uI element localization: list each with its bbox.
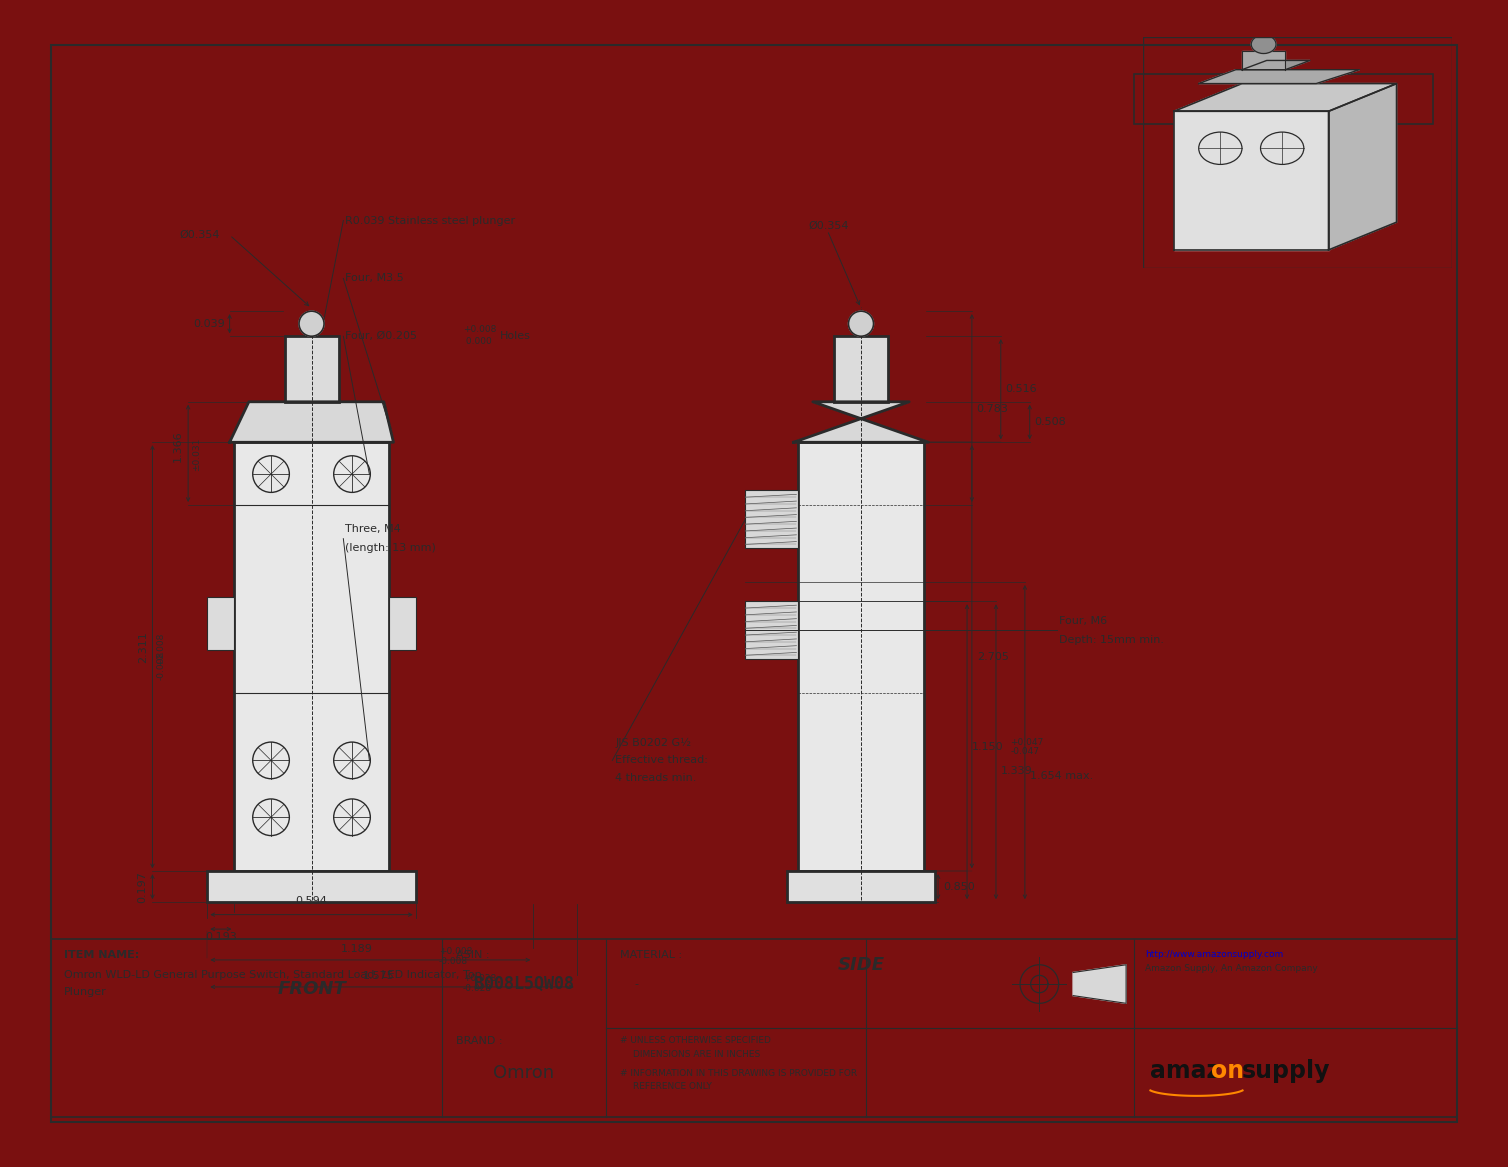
Text: REFERENCE ONLY: REFERENCE ONLY (632, 1082, 712, 1091)
Text: 1.150: 1.150 (971, 742, 1003, 752)
Text: Four, M6: Four, M6 (1059, 616, 1107, 626)
Bar (208, 872, 416, 902)
Polygon shape (1199, 70, 1360, 84)
Text: Depth: 15mm min.: Depth: 15mm min. (1059, 635, 1164, 645)
Bar (234, 442, 389, 872)
Text: +0.008: +0.008 (463, 324, 496, 334)
Bar (745, 490, 798, 548)
Text: JIS B0202 G½: JIS B0202 G½ (615, 738, 691, 748)
Text: Four, M3.5: Four, M3.5 (345, 273, 404, 284)
Text: Four, Ø0.205: Four, Ø0.205 (345, 331, 418, 341)
Text: +0.047: +0.047 (1010, 738, 1044, 747)
Bar (208, 596, 234, 650)
Text: +0.008: +0.008 (157, 633, 166, 666)
Text: 1.575: 1.575 (363, 971, 395, 981)
Text: Holes: Holes (499, 331, 531, 341)
Text: Ø0.354: Ø0.354 (808, 221, 849, 230)
Text: 0.508: 0.508 (1034, 417, 1066, 427)
Bar (389, 596, 416, 650)
Text: # UNLESS OTHERWISE SPECIFIED: # UNLESS OTHERWISE SPECIFIED (620, 1036, 771, 1046)
Text: B008L5QW08: B008L5QW08 (1234, 90, 1333, 109)
Text: 2.311: 2.311 (137, 631, 148, 664)
Text: +0.008: +0.008 (439, 946, 472, 956)
Text: 0.594: 0.594 (296, 896, 327, 906)
Bar (834, 336, 888, 401)
Bar (51, 938, 1457, 1117)
Text: (length: 13 mm): (length: 13 mm) (345, 544, 436, 553)
Bar (798, 442, 924, 872)
Text: 1.339: 1.339 (1001, 766, 1033, 776)
Text: amaz: amaz (1151, 1058, 1220, 1083)
Text: BRAND :: BRAND : (455, 1036, 502, 1046)
Text: 1.366: 1.366 (173, 431, 184, 462)
Polygon shape (229, 401, 394, 442)
Text: 0.516: 0.516 (1006, 384, 1038, 394)
Text: Omron: Omron (493, 1064, 553, 1082)
Text: B008L5QW08: B008L5QW08 (474, 976, 573, 993)
Bar (745, 601, 798, 659)
Text: ASIN :: ASIN : (455, 950, 490, 960)
Text: Ø0.354: Ø0.354 (179, 230, 220, 240)
Text: on: on (1211, 1058, 1244, 1083)
Circle shape (849, 312, 873, 336)
Text: 2.705: 2.705 (977, 652, 1009, 662)
Circle shape (299, 312, 324, 336)
Text: FRONT: FRONT (277, 980, 345, 998)
Text: Plunger: Plunger (63, 987, 107, 997)
Text: Three, M4: Three, M4 (345, 524, 401, 534)
Text: 4 threads min.: 4 threads min. (615, 773, 697, 783)
Text: 1.654 max.: 1.654 max. (1030, 771, 1093, 781)
Text: 0.197: 0.197 (137, 871, 148, 902)
Bar (1243, 51, 1285, 70)
Text: SIDE: SIDE (837, 956, 885, 973)
Text: MATERIAL :: MATERIAL : (620, 950, 682, 960)
Circle shape (1252, 35, 1276, 54)
Polygon shape (1173, 84, 1396, 111)
Text: -0.008: -0.008 (439, 957, 467, 966)
Text: Amazon Supply, An Amazon Company: Amazon Supply, An Amazon Company (1146, 964, 1318, 973)
Polygon shape (793, 401, 929, 442)
Text: +0.028: +0.028 (463, 973, 496, 983)
Text: R0.039 Stainless steel plunger: R0.039 Stainless steel plunger (345, 216, 516, 225)
Text: # INFORMATION IN THIS DRAWING IS PROVIDED FOR: # INFORMATION IN THIS DRAWING IS PROVIDE… (620, 1069, 857, 1078)
Bar (285, 336, 338, 401)
Polygon shape (1074, 965, 1126, 1004)
Text: 1.189: 1.189 (341, 944, 372, 955)
Polygon shape (1329, 84, 1396, 250)
Text: http://www.amazonsupply.com: http://www.amazonsupply.com (1146, 950, 1283, 959)
Text: -0.008: -0.008 (157, 650, 166, 679)
Text: Effective thread:: Effective thread: (615, 755, 709, 766)
Polygon shape (1173, 111, 1329, 250)
Text: 0.783: 0.783 (977, 404, 1009, 413)
Text: -0.047: -0.047 (1010, 747, 1039, 756)
Text: 0.850: 0.850 (942, 882, 974, 892)
Polygon shape (1243, 61, 1310, 70)
Text: -: - (635, 979, 638, 990)
Text: ITEM NAME:: ITEM NAME: (63, 950, 139, 960)
Bar (787, 872, 935, 902)
Text: ±0.031: ±0.031 (192, 438, 201, 470)
Text: DIMENSIONS ARE IN INCHES: DIMENSIONS ARE IN INCHES (632, 1049, 760, 1058)
Text: supply: supply (1241, 1058, 1330, 1083)
Text: 0.039: 0.039 (193, 319, 225, 329)
Bar (1134, 74, 1433, 124)
Text: 0.000: 0.000 (463, 336, 492, 345)
Text: Omron WLD-LD General Purpose Switch, Standard Load, LED Indicator, Top: Omron WLD-LD General Purpose Switch, Sta… (63, 970, 481, 979)
Text: -0.028: -0.028 (463, 984, 492, 993)
Text: 0.193: 0.193 (205, 932, 237, 942)
